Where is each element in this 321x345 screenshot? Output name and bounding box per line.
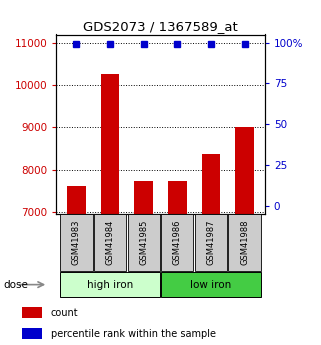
Text: count: count (51, 308, 78, 318)
Text: GSM41986: GSM41986 (173, 220, 182, 265)
Text: dose: dose (3, 280, 28, 289)
Bar (22, 328, 42, 339)
Bar (168, 181, 187, 214)
Bar (60, 214, 92, 271)
Text: GSM41984: GSM41984 (106, 220, 115, 265)
Bar (127, 214, 160, 271)
Bar (94, 214, 126, 271)
Text: GSM41987: GSM41987 (206, 220, 215, 265)
Bar (161, 272, 261, 297)
Bar (60, 272, 160, 297)
Bar (202, 154, 220, 214)
Text: GSM41983: GSM41983 (72, 220, 81, 265)
Text: low iron: low iron (190, 280, 232, 289)
Text: percentile rank within the sample: percentile rank within the sample (51, 329, 216, 339)
Bar (22, 307, 42, 318)
Title: GDS2073 / 1367589_at: GDS2073 / 1367589_at (83, 20, 238, 33)
Bar (235, 127, 254, 214)
Bar (195, 214, 227, 271)
Bar (161, 214, 194, 271)
Bar (229, 214, 261, 271)
Text: high iron: high iron (87, 280, 133, 289)
Text: GSM41985: GSM41985 (139, 220, 148, 265)
Bar (134, 181, 153, 214)
Text: GSM41988: GSM41988 (240, 220, 249, 265)
Bar (101, 74, 119, 214)
Bar (67, 186, 86, 214)
